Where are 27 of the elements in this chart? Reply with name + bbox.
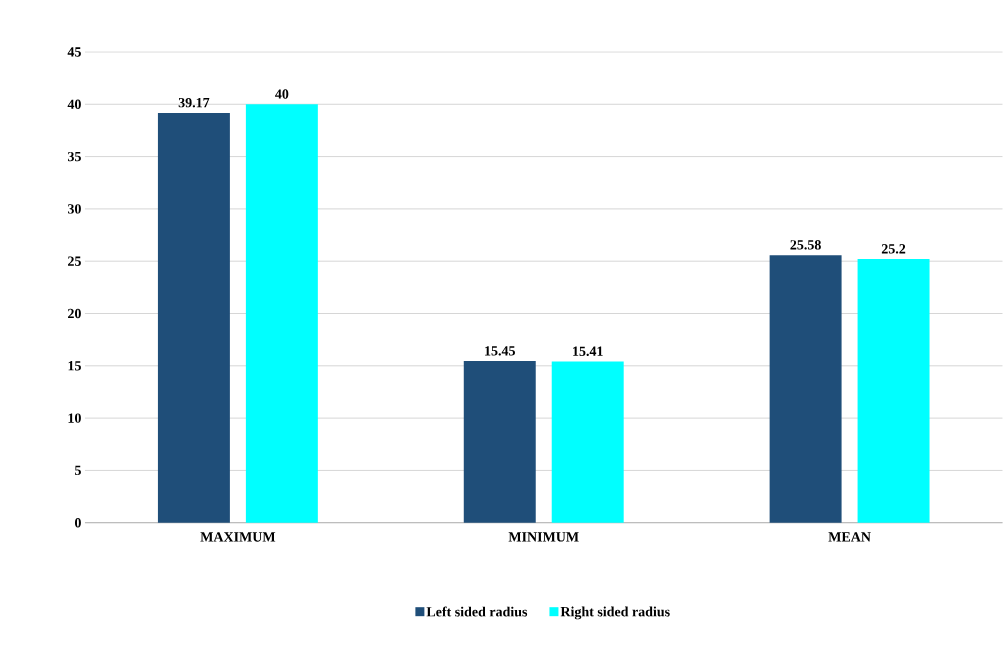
y-tick-label: 40: [67, 99, 81, 110]
y-tick-label: 25: [68, 256, 81, 267]
data-label: 40: [275, 89, 289, 99]
data-label: 25.58: [790, 240, 821, 250]
x-tick-label: MAXIMUM: [200, 532, 276, 542]
bar: [463, 361, 536, 523]
y-tick-label: 35: [67, 152, 81, 162]
legend-label: Left sided radius: [426, 606, 528, 617]
y-tick-label: 45: [67, 47, 81, 57]
y-tick-label: 5: [75, 465, 81, 476]
data-label: 15.45: [485, 346, 515, 356]
x-tick-label: MEAN: [828, 532, 871, 542]
bar: [551, 361, 624, 523]
data-label: 25.2: [881, 244, 906, 254]
bar: [769, 255, 842, 523]
bar: [857, 259, 930, 523]
legend-label: Right sided radius: [560, 606, 670, 620]
y-tick-label: 10: [68, 413, 81, 423]
y-tick-label: 15: [68, 361, 81, 371]
y-tick-label: 30: [67, 204, 81, 214]
bar: [245, 104, 318, 523]
y-tick-label: 0: [74, 518, 81, 528]
data-label: 15.41: [573, 346, 603, 357]
data-label: 39.17: [178, 98, 210, 108]
bar: [157, 113, 230, 523]
y-tick-label: 20: [68, 308, 81, 319]
x-tick-label: MINIMUM: [508, 532, 579, 542]
